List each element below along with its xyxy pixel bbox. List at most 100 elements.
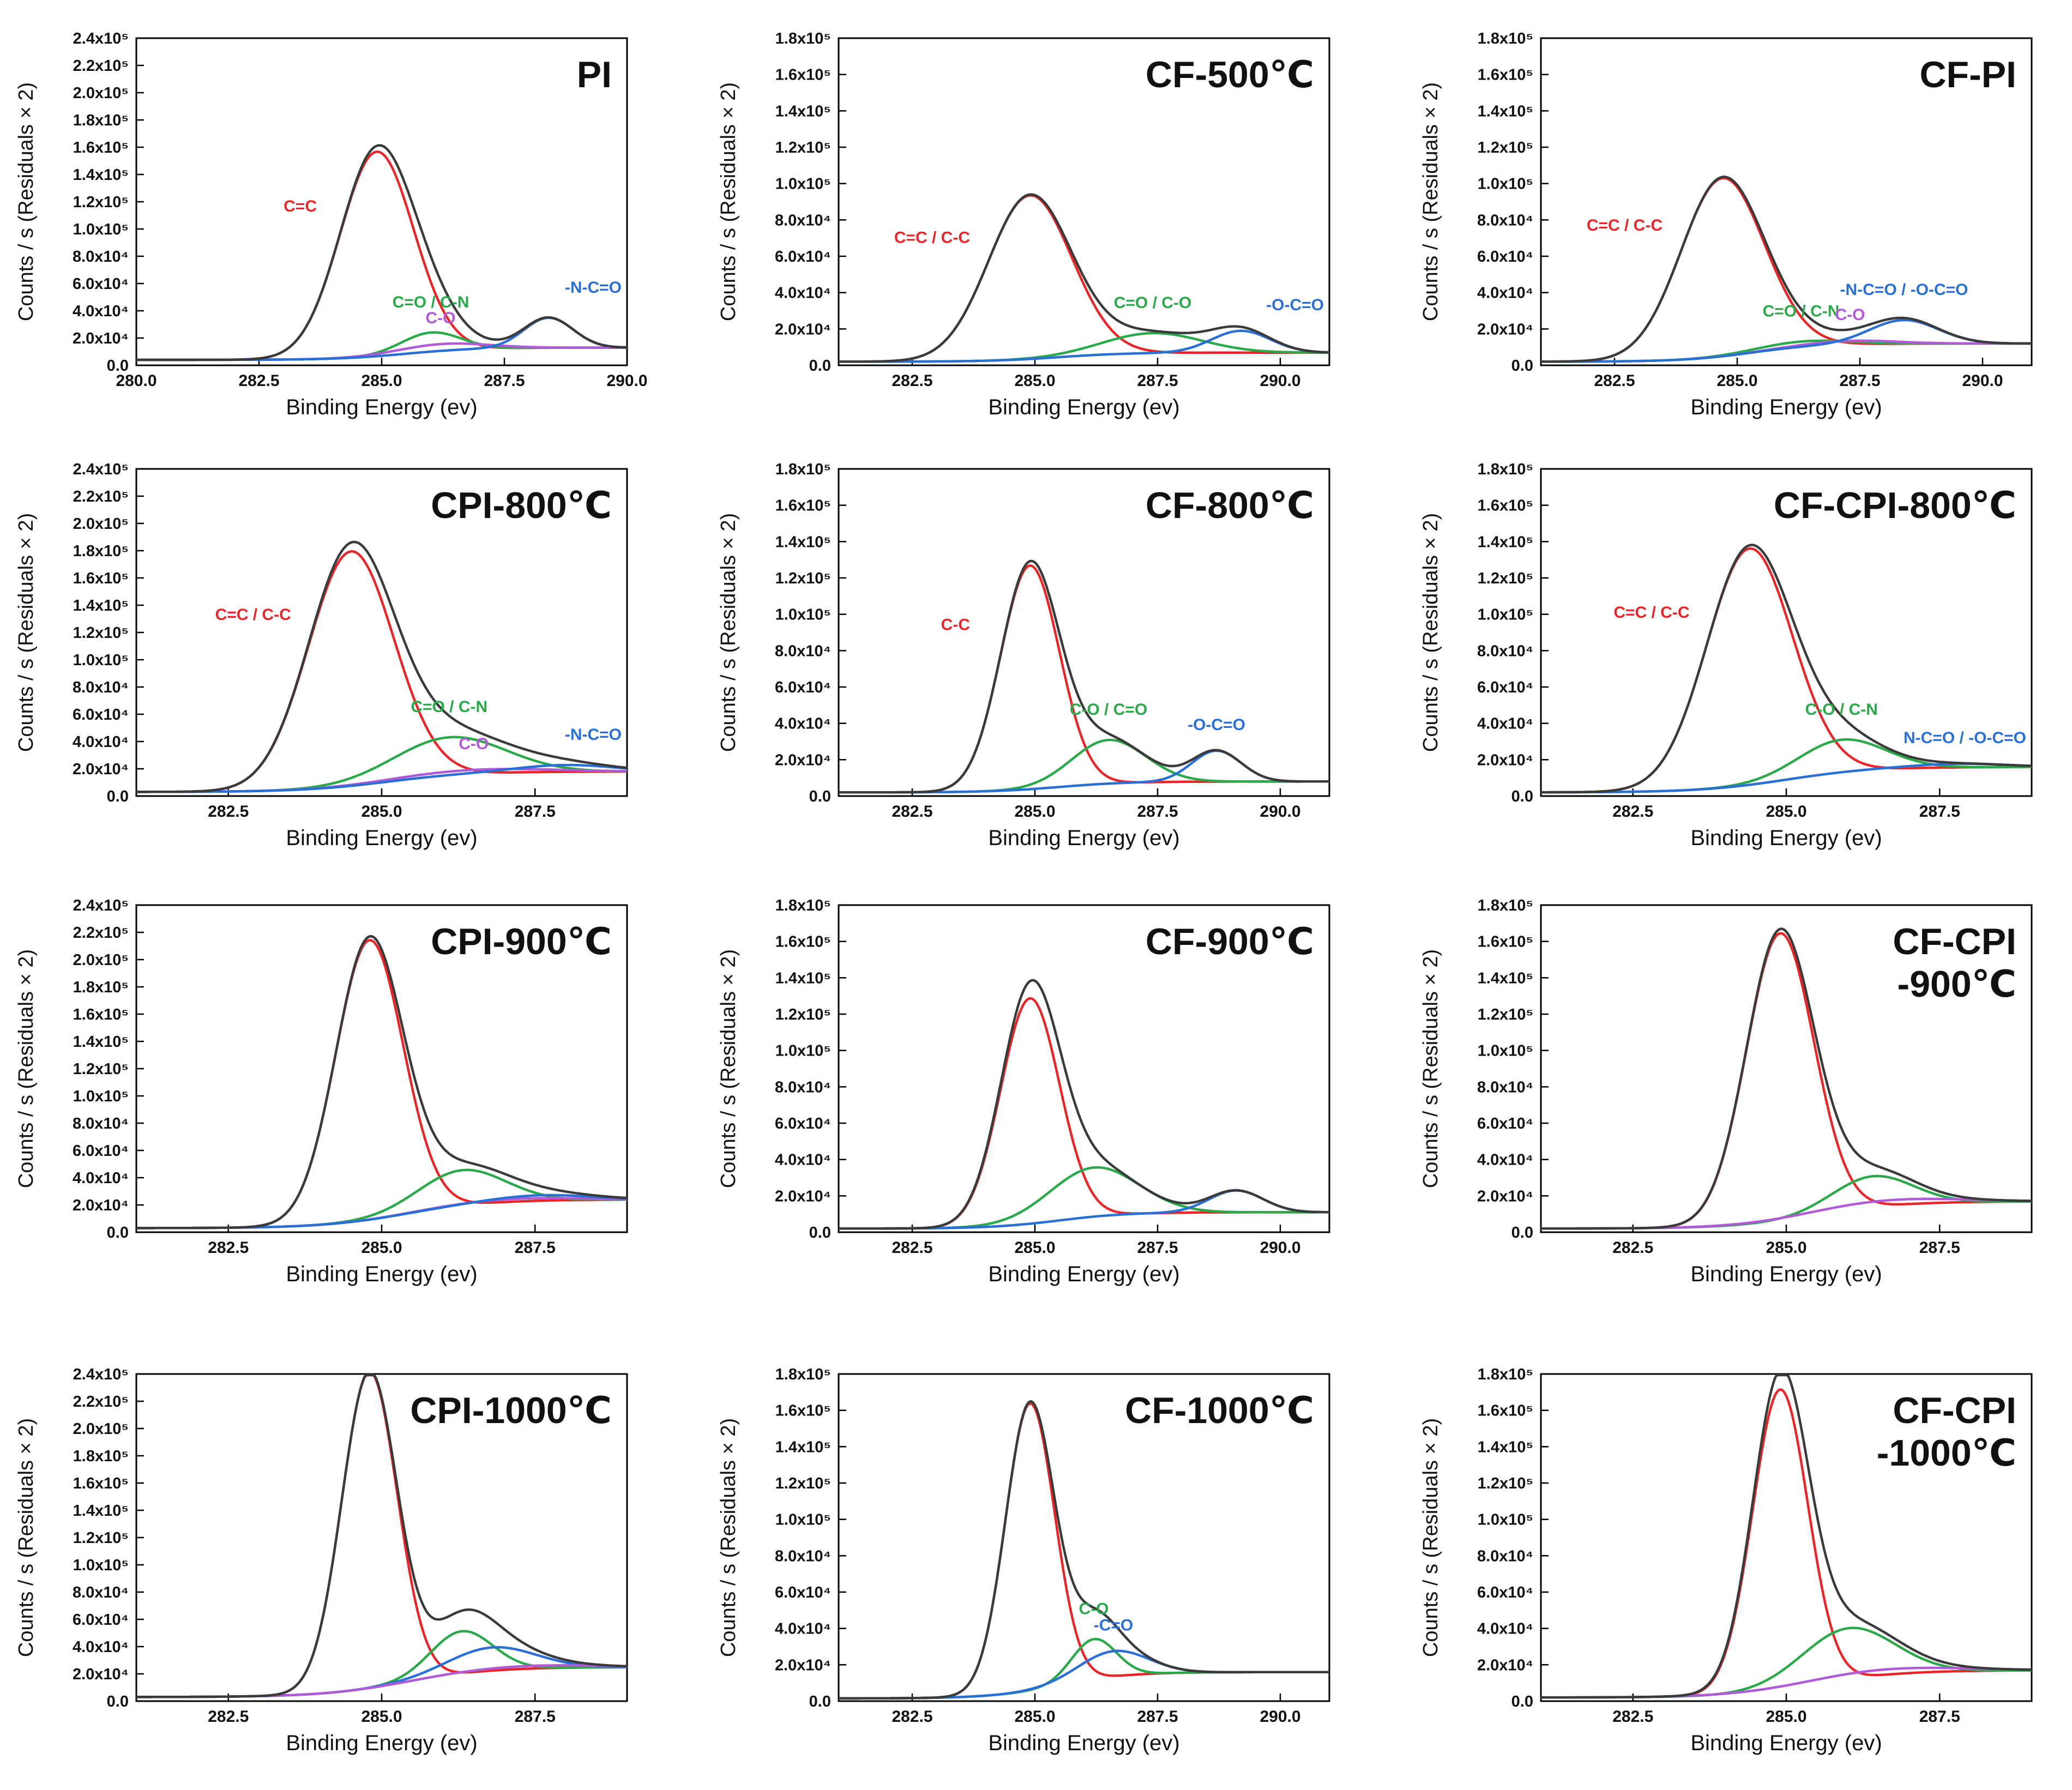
x-tick-label: 287.5 — [1839, 372, 1880, 390]
y-tick-label: 1.4x10⁵ — [775, 103, 831, 120]
x-axis-label: Binding Energy (ev) — [286, 826, 477, 850]
y-tick-label: 1.0x10⁵ — [1478, 1042, 1533, 1060]
y-tick-label: 6.0x10⁴ — [775, 1584, 831, 1601]
envelope-curve — [136, 935, 628, 1230]
y-tick-label: 1.0x10⁵ — [775, 1042, 831, 1060]
peak-label: C=C / C-C — [1613, 604, 1689, 622]
y-axis-label: Counts / s (Residuals × 2) — [15, 949, 38, 1188]
peak-curve — [839, 997, 1329, 1230]
y-tick-label: 8.0x10⁴ — [775, 642, 831, 660]
x-tick-label: 282.5 — [208, 1708, 249, 1726]
peak-label: C-C — [941, 616, 970, 634]
y-axis-label: Counts / s (Residuals × 2) — [15, 513, 38, 752]
x-axis-label: Binding Energy (ev) — [1690, 1731, 1882, 1755]
panel-title: CPI-1000℃ — [410, 1390, 612, 1431]
xps-panel-3: 0.0 2.0x10⁴ 4.0x10⁴ 6.0x10⁴ 8.0x10⁴ 1.0x10⁵ 1.… — [1419, 30, 2033, 419]
xps-panel-11: 0.0 2.0x10⁴ 4.0x10⁴ 6.0x10⁴ 8.0x10⁴ 1.0x10⁵ 1.… — [717, 1366, 1330, 1755]
y-axis-label: Counts / s (Residuals × 2) — [717, 82, 740, 321]
xps-panel-8: 0.0 2.0x10⁴ 4.0x10⁴ 6.0x10⁴ 8.0x10⁴ 1.0x10⁵ 1.… — [717, 897, 1330, 1286]
y-tick-label: 2.0x10⁴ — [775, 1656, 831, 1674]
y-tick-label: 1.6x10⁵ — [775, 933, 831, 951]
x-tick-label: 287.5 — [515, 803, 556, 821]
x-tick-label: 282.5 — [1612, 1708, 1653, 1726]
peak-label: -C=O — [1094, 1616, 1134, 1634]
y-tick-label: 2.0x10⁴ — [1477, 1188, 1533, 1205]
x-tick-label: 282.5 — [892, 803, 932, 821]
peak-curve — [839, 1637, 1329, 1700]
y-tick-label: 2.0x10⁵ — [73, 515, 129, 533]
x-tick-label: 285.0 — [1014, 372, 1055, 390]
plot-frame — [838, 37, 1330, 366]
panel-title: CF-900℃ — [1146, 921, 1314, 962]
envelope-curve — [136, 1373, 628, 1698]
peak-curve — [839, 1649, 1329, 1700]
y-tick-label: 1.4x10⁵ — [1478, 103, 1533, 120]
plot-frame — [838, 1373, 1330, 1702]
y-tick-label: 8.0x10⁴ — [775, 1547, 831, 1565]
y-tick-label: 1.2x10⁵ — [775, 1475, 831, 1492]
x-tick-label: 285.0 — [1766, 1239, 1806, 1257]
y-tick-label: 6.0x10⁴ — [1477, 1584, 1533, 1601]
y-tick-label: 1.4x10⁵ — [73, 166, 129, 184]
envelope-curve — [1540, 927, 2032, 1230]
peak-label: -N-C=O — [565, 279, 622, 297]
y-tick-label: 1.4x10⁵ — [775, 969, 831, 987]
y-tick-label: 2.0x10⁴ — [73, 761, 129, 778]
peak-label: C=C / C-C — [215, 606, 291, 624]
y-tick-label: 2.0x10⁴ — [775, 751, 831, 769]
panel-title: -1000℃ — [1877, 1432, 2016, 1474]
y-tick-label: 1.4x10⁵ — [73, 1502, 129, 1520]
x-tick-label: 290.0 — [1260, 372, 1300, 390]
panel-title: CF-800℃ — [1146, 485, 1314, 526]
y-tick-label: 2.0x10⁵ — [73, 951, 129, 969]
y-tick-label: 2.0x10⁵ — [73, 85, 129, 102]
y-tick-label: 1.6x10⁵ — [1478, 67, 1533, 84]
y-tick-label: 1.8x10⁵ — [1478, 897, 1533, 914]
y-tick-label: 0.0 — [809, 1224, 831, 1241]
y-tick-label: 1.8x10⁵ — [73, 543, 129, 560]
y-tick-label: 4.0x10⁴ — [1477, 1620, 1533, 1638]
x-tick-label: 282.5 — [238, 372, 279, 390]
y-tick-label: 1.8x10⁵ — [775, 897, 831, 914]
peak-curve — [136, 763, 628, 793]
x-tick-label: 280.0 — [116, 372, 156, 390]
x-tick-label: 287.5 — [1137, 372, 1178, 390]
y-tick-label: 1.6x10⁵ — [73, 570, 129, 587]
y-tick-label: 1.8x10⁵ — [1478, 461, 1533, 478]
x-tick-label: 285.0 — [1014, 1708, 1055, 1726]
y-tick-label: 0.0 — [809, 357, 831, 375]
peak-label: C=C / C-C — [1587, 216, 1663, 234]
peak-label: -O-C=O — [1188, 716, 1245, 734]
x-tick-label: 287.5 — [1919, 803, 1960, 821]
y-tick-label: 2.0x10⁴ — [1477, 751, 1533, 769]
x-tick-label: 290.0 — [1260, 1708, 1300, 1726]
y-axis-label: Counts / s (Residuals × 2) — [15, 1418, 38, 1657]
peak-label: -O-C=O — [1266, 296, 1324, 314]
xps-panel-9: 0.0 2.0x10⁴ 4.0x10⁴ 6.0x10⁴ 8.0x10⁴ 1.0x10⁵ 1.… — [1419, 897, 2033, 1286]
peak-label: C=O / C-N — [1763, 302, 1840, 320]
peak-label: C-O / C-N — [1805, 701, 1878, 719]
y-tick-label: 4.0x10⁴ — [775, 285, 831, 302]
y-tick-label: 1.6x10⁵ — [73, 139, 129, 156]
y-tick-label: 0.0 — [1511, 357, 1533, 375]
y-tick-label: 1.4x10⁵ — [775, 1438, 831, 1456]
y-tick-label: 4.0x10⁴ — [1477, 715, 1533, 733]
x-axis-label: Binding Energy (ev) — [286, 1731, 477, 1755]
y-tick-label: 0.0 — [1511, 1224, 1533, 1241]
x-tick-label: 287.5 — [1137, 803, 1178, 821]
y-tick-label: 1.6x10⁵ — [73, 1475, 129, 1492]
y-tick-label: 1.0x10⁵ — [73, 1557, 129, 1574]
peak-curve — [136, 938, 627, 1230]
x-tick-label: 290.0 — [606, 372, 647, 390]
peak-curve — [1541, 177, 2032, 363]
y-tick-label: 2.0x10⁴ — [775, 321, 831, 338]
y-tick-label: 1.6x10⁵ — [1478, 1402, 1533, 1420]
x-tick-label: 287.5 — [1137, 1239, 1178, 1257]
x-tick-label: 285.0 — [1766, 1708, 1806, 1726]
y-tick-label: 1.2x10⁵ — [1478, 1006, 1533, 1023]
y-tick-label: 8.0x10⁴ — [1477, 1078, 1533, 1096]
envelope-curve — [839, 193, 1330, 363]
x-tick-label: 285.0 — [1716, 372, 1757, 390]
y-tick-label: 4.0x10⁴ — [775, 1152, 831, 1169]
